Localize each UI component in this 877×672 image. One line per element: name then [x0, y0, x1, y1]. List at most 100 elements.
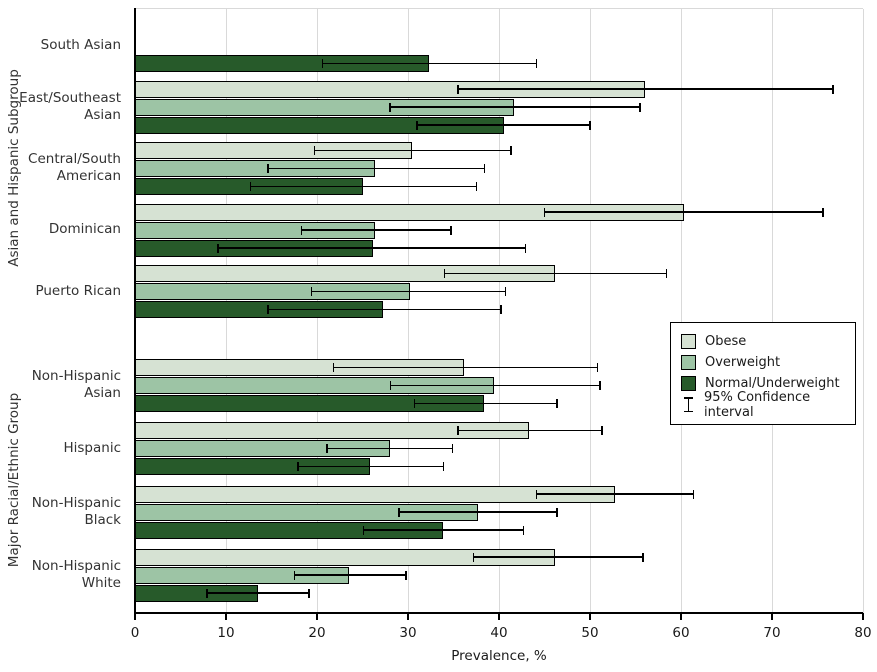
error-bar-line: [217, 247, 526, 249]
error-bar-cap: [362, 525, 365, 535]
error-bar-cap: [413, 399, 416, 408]
error-bar-cap: [692, 489, 695, 499]
error-bar-cap: [639, 102, 641, 112]
category-label-non-hispanic-asian: Non-Hispanic Asian: [31, 368, 121, 401]
x-tick-label-10: 10: [217, 625, 235, 641]
error-bar-cap: [665, 269, 668, 278]
error-bar-line: [206, 592, 309, 594]
error-bar-line: [250, 185, 477, 187]
error-bar-cap: [599, 381, 601, 390]
x-tick-label-20: 20: [308, 625, 326, 641]
legend-label-obese: Obese: [705, 334, 747, 349]
x-tick-label-40: 40: [490, 625, 508, 641]
category-label-puerto-rican: Puerto Rican: [35, 282, 121, 299]
error-bar-cap: [483, 164, 486, 173]
error-bar-cap: [475, 182, 477, 191]
category-label-central-south-american: Central/South American: [28, 151, 121, 184]
error-bar-line: [314, 149, 511, 151]
error-bar-cap: [267, 164, 269, 173]
x-tick-label-50: 50: [581, 625, 599, 641]
error-bar-cap: [556, 399, 558, 408]
error-bar-line: [390, 384, 600, 386]
error-bar-cap: [442, 462, 445, 472]
legend-swatch-obese: [681, 334, 696, 349]
plot-area: [135, 8, 864, 613]
error-bar-line: [333, 366, 598, 368]
error-bar-line: [363, 529, 524, 531]
error-bar-cap: [389, 102, 391, 112]
error-bar-cap: [300, 225, 303, 235]
error-bar-cap: [308, 588, 310, 598]
error-bar-cap: [642, 552, 644, 562]
error-bar-cap: [313, 146, 316, 155]
error-bar-cap: [500, 305, 502, 314]
gridline-30: [407, 9, 409, 613]
x-tick-label-80: 80: [854, 625, 872, 641]
x-tick-30: [407, 613, 409, 620]
error-bar-cap: [249, 182, 252, 191]
error-bar-line: [544, 211, 823, 213]
error-bar-line: [458, 429, 602, 432]
error-bar-line: [311, 290, 506, 292]
error-bar-cap: [450, 225, 452, 235]
error-bar-cap: [451, 444, 454, 454]
category-label-south-asian: South Asian: [40, 36, 121, 53]
x-tick-80: [862, 613, 864, 620]
gridline-70: [771, 9, 773, 613]
x-tick-60: [680, 613, 682, 620]
legend-swatch-overweight: [681, 355, 696, 370]
x-tick-50: [589, 613, 591, 620]
x-tick-40: [498, 613, 500, 620]
error-bar-line: [301, 229, 451, 231]
x-axis-title: Prevalence, %: [451, 648, 547, 664]
legend-item-normal-underweight: Normal/Underweight: [681, 373, 845, 394]
x-tick-0: [134, 613, 136, 620]
x-axis-line: [134, 612, 863, 614]
error-bar-cap: [601, 426, 603, 436]
error-bar-cap: [389, 381, 392, 390]
category-label-hispanic: Hispanic: [63, 439, 121, 456]
error-bar-cap: [321, 59, 324, 68]
x-tick-label-30: 30: [399, 625, 417, 641]
error-bar-cap: [832, 84, 834, 94]
error-bar-cap: [535, 59, 538, 68]
gridline-40: [498, 9, 500, 613]
error-bar-cap: [457, 84, 459, 94]
error-bar-cap: [504, 287, 507, 296]
error-bar-cap: [293, 570, 295, 580]
error-bar-line: [414, 402, 558, 404]
gridline-50: [589, 9, 591, 613]
x-tick-10: [225, 613, 227, 620]
error-bar-cap: [332, 363, 335, 372]
x-tick-20: [316, 613, 318, 620]
x-tick-label-70: 70: [763, 625, 781, 641]
error-bar-cap: [543, 207, 546, 217]
error-bar-line: [444, 272, 667, 274]
error-bar-cap: [589, 120, 591, 130]
error-bar-cap: [535, 489, 538, 499]
error-bar-line: [322, 62, 537, 64]
error-bar-cap: [596, 363, 599, 372]
legend-item-obese: Obese: [681, 331, 845, 352]
legend-label-normal-underweight: Normal/Underweight: [705, 376, 840, 391]
error-bar-line: [536, 493, 694, 495]
error-bar-cap: [822, 207, 824, 217]
legend: Obese Overweight Normal/Underweight 95% …: [670, 322, 856, 425]
legend-label-confidence-interval: 95% Confidence interval: [704, 389, 811, 420]
confidence-interval-icon: [681, 397, 696, 412]
error-bar-cap: [510, 146, 512, 155]
error-bar-cap: [416, 120, 418, 130]
error-bar-cap: [522, 525, 525, 535]
gridline-60: [680, 9, 682, 613]
error-bar-line: [294, 574, 407, 576]
error-bar-cap: [398, 507, 400, 517]
error-bar-cap: [443, 269, 446, 278]
error-bar-cap: [267, 305, 269, 314]
legend-item-confidence-interval: 95% Confidence interval: [681, 390, 845, 420]
error-bar-cap: [556, 507, 558, 517]
error-bar-line: [458, 88, 833, 90]
error-bar-line: [417, 124, 590, 126]
error-bar-line: [398, 511, 558, 513]
error-bar-line: [297, 465, 444, 468]
